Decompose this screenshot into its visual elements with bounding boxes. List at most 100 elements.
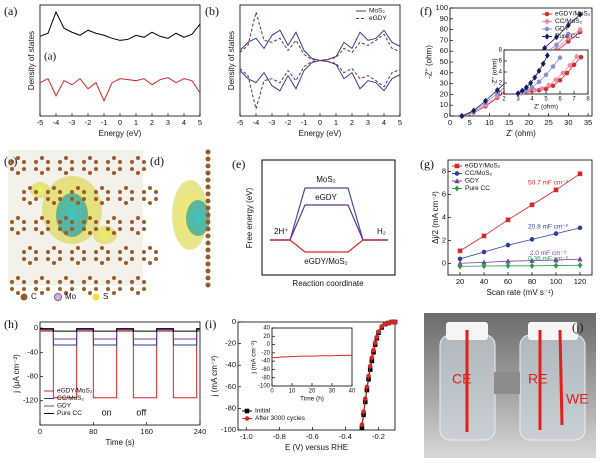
x-tick-label: 3 xyxy=(366,118,370,127)
carbon-atom xyxy=(10,160,14,164)
carbon-atom xyxy=(130,257,134,261)
carbon-atom xyxy=(10,287,14,291)
carbon-atom xyxy=(70,220,74,224)
electrode-label: RE xyxy=(528,371,547,387)
carbon-atom xyxy=(58,220,62,224)
x-tick-label: -0.4 xyxy=(339,432,352,441)
y-tick-label: 10 xyxy=(440,100,448,109)
carbon-atom xyxy=(40,216,44,220)
carbon-atom xyxy=(205,240,211,246)
carbon-atom xyxy=(28,186,32,190)
carbon-atom xyxy=(46,190,50,194)
carbon-atom xyxy=(22,197,26,201)
x-axis-label: Time (s) xyxy=(105,438,134,447)
carbon-atom xyxy=(130,160,134,164)
carbon-atom xyxy=(70,167,74,171)
marker xyxy=(505,217,511,223)
carbon-atom xyxy=(88,171,92,175)
charge-density xyxy=(93,226,117,244)
carbon-atom xyxy=(40,291,44,295)
carbon-atom xyxy=(106,197,110,201)
x-tick-label: 1 xyxy=(334,118,338,127)
marker xyxy=(481,233,487,239)
carbon-atom xyxy=(94,257,98,261)
level-label: MoS₂ xyxy=(316,175,336,184)
carbon-atom xyxy=(88,156,92,160)
carbon-atom xyxy=(70,190,74,194)
marker xyxy=(372,340,378,345)
y-tick-label: -120 xyxy=(23,396,38,405)
marker xyxy=(529,262,535,269)
marker xyxy=(471,107,477,114)
carbon-atom xyxy=(10,220,14,224)
data-line xyxy=(40,330,200,399)
x-tick-label: 5 xyxy=(544,97,548,103)
marker xyxy=(566,31,571,37)
carbon-atom xyxy=(130,227,134,231)
carbon-atom xyxy=(82,220,86,224)
data-line xyxy=(39,77,201,103)
carbon-atom xyxy=(82,167,86,171)
marker xyxy=(554,34,559,41)
x-tick-label: 0 xyxy=(38,427,42,436)
marker xyxy=(544,11,550,17)
marker xyxy=(505,242,511,248)
legend-label: C xyxy=(31,292,37,301)
marker xyxy=(536,79,542,85)
carbon-atom xyxy=(154,197,158,201)
marker xyxy=(564,70,570,76)
data-line xyxy=(459,227,581,260)
x-axis-label: Energy (eV) xyxy=(299,129,342,138)
carbon-atom xyxy=(16,156,20,160)
panel-label: (a) xyxy=(4,4,17,18)
x-tick-label: -5 xyxy=(237,118,244,127)
panel-label: (d) xyxy=(150,154,164,168)
carbon-atom xyxy=(205,233,211,239)
marker xyxy=(544,52,550,59)
carbon-atom xyxy=(94,167,98,171)
y-tick-label: 80 xyxy=(440,25,448,34)
carbon-atom xyxy=(130,280,134,284)
carbon-atom xyxy=(70,287,74,291)
carbon-atom xyxy=(130,190,134,194)
x-tick-label: 60 xyxy=(504,277,512,286)
carbon-atom xyxy=(100,246,104,250)
panel-label: (h) xyxy=(4,317,18,331)
y-axis-label: j (mA cm⁻²) xyxy=(251,340,258,374)
inner-label: (a) xyxy=(44,51,57,63)
carbon-atom xyxy=(106,287,110,291)
carbon-atom xyxy=(112,216,116,220)
carbon-atom xyxy=(142,227,146,231)
carbon-atom xyxy=(58,190,62,194)
carbon-atom xyxy=(106,280,110,284)
marker xyxy=(577,11,583,18)
carbon-atom xyxy=(142,167,146,171)
carbon-atom xyxy=(112,276,116,280)
y-tick-label: 6 xyxy=(442,189,446,198)
legend-label: MoS₂ xyxy=(369,8,385,15)
x-axis-label: Reaction coordinate xyxy=(292,279,364,288)
carbon-atom xyxy=(82,227,86,231)
charge-density xyxy=(186,200,210,236)
x-tick-label: -2 xyxy=(85,118,92,127)
carbon-atom xyxy=(82,280,86,284)
carbon-atom xyxy=(118,280,122,284)
x-tick-label: -2 xyxy=(285,118,292,127)
x-tick-label: 7 xyxy=(572,97,576,103)
marker xyxy=(528,79,534,87)
legend-label: eGDY/MoS₂ xyxy=(57,388,93,395)
x-tick-label: 160 xyxy=(140,427,153,436)
data-line xyxy=(40,328,200,340)
carbon-atom xyxy=(88,231,92,235)
carbon-atom xyxy=(142,257,146,261)
inset-frame xyxy=(503,49,589,95)
y-tick-label: -80 xyxy=(225,403,236,412)
y-tick-label: 100 xyxy=(435,3,448,12)
carbon-atom xyxy=(94,220,98,224)
data-line xyxy=(271,354,352,359)
carbon-atom xyxy=(22,190,26,194)
carbon-atom xyxy=(28,246,32,250)
carbon-atom xyxy=(58,257,62,261)
marker xyxy=(364,384,370,390)
carbon-atom xyxy=(118,167,122,171)
